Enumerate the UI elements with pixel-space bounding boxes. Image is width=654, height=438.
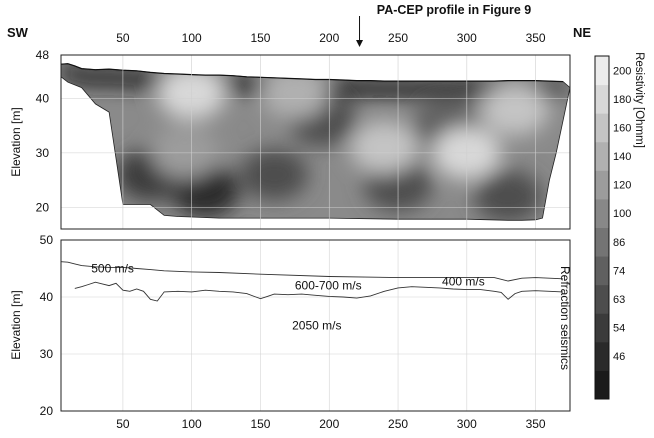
colorbar-cell (595, 313, 609, 343)
colorbar-label: Resistivity [Ohmm] (633, 52, 645, 148)
section-y-tick-label: 40 (36, 92, 50, 106)
section-y-tick-label: 20 (36, 200, 50, 214)
section-x-tick-label: 250 (388, 31, 408, 45)
refraction-seismics-label: Refraction seismics (558, 266, 572, 370)
profile-marker-arrowhead (356, 40, 364, 47)
colorbar-tick-label: 160 (613, 122, 631, 134)
velocity-annotation: 2050 m/s (292, 318, 341, 332)
colorbar-tick-label: 120 (613, 180, 631, 192)
refraction-y-tick-label: 40 (40, 290, 54, 304)
colorbar-tick-label: 86 (613, 237, 625, 249)
colorbar-cell (595, 284, 609, 314)
colorbar-tick-label: 100 (613, 208, 631, 220)
section-y-axis-label: Elevation [m] (9, 107, 23, 176)
resistivity-colorbar: 46 54 63 74 86 100 120 140 160 180 200 Resistivity… (594, 52, 645, 400)
resistivity-anomaly (480, 83, 549, 136)
refraction-y-axis-label: Elevation [m] (9, 290, 23, 359)
refraction-layer-boundary-1 (60, 261, 564, 282)
section-x-tick-label: 350 (526, 31, 546, 45)
colorbar-cell (595, 341, 609, 371)
section-x-tick-label: 50 (116, 31, 130, 45)
colorbar-tick-label: 74 (613, 265, 625, 277)
refraction-x-tick-label: 100 (182, 417, 202, 431)
refraction-frame (60, 239, 571, 412)
section-x-tick-label: 300 (457, 31, 477, 45)
colorbar-tick-label: 140 (613, 151, 631, 163)
topography-line (60, 63, 564, 83)
refraction-y-tick-label: 30 (40, 347, 54, 361)
refraction-x-tick-label: 150 (250, 417, 270, 431)
colorbar-tick-label: 180 (613, 94, 631, 106)
refraction-x-tick-label: 50 (116, 417, 130, 431)
refraction-x-tick-label: 350 (526, 417, 546, 431)
section-y-tick-label: 48 (36, 48, 50, 62)
section-frame (60, 54, 571, 230)
refraction-x-tick-label: 200 (319, 417, 339, 431)
colorbar-cell (595, 113, 609, 143)
colorbar-tick-label: 54 (613, 323, 625, 335)
colorbar-frame (594, 55, 610, 400)
colorbar-tick-label: 46 (613, 351, 625, 363)
colorbar-cell (595, 227, 609, 257)
refraction-x-tick-label: 300 (457, 417, 477, 431)
resistivity-anomaly (260, 67, 329, 120)
section-x-tick-label: 150 (250, 31, 270, 45)
direction-label-ne: NE (573, 25, 591, 40)
section-y-tick-label: 30 (36, 146, 50, 160)
colorbar-cell (595, 141, 609, 171)
colorbar-cell (595, 84, 609, 114)
resistivity-anomaly (240, 148, 309, 201)
resistivity-section-plot: 50 100 150 200 250 300 350 20 30 40 48 Elevation … (9, 31, 571, 230)
colorbar-cell (595, 370, 609, 400)
direction-label-sw: SW (7, 25, 29, 40)
colorbar-tick-label: 200 (613, 65, 631, 77)
velocity-annotation: 600-700 m/s (295, 279, 362, 293)
velocity-annotation: 500 m/s (91, 261, 134, 275)
colorbar-cell (595, 170, 609, 200)
refraction-seismics-plot: 500 m/s 600-700 m/s 400 m/s 2050 m/s 50 100 1… (9, 233, 572, 431)
refraction-layer-boundary-2 (74, 281, 564, 302)
colorbar-cell (595, 198, 609, 228)
resistivity-anomaly (474, 170, 543, 221)
colorbar-cell (595, 256, 609, 286)
colorbar-tick-label: 63 (613, 294, 625, 306)
profile-annotation-label: PA-CEP profile in Figure 9 (377, 3, 531, 17)
refraction-x-tick-label: 250 (388, 417, 408, 431)
section-x-tick-label: 100 (182, 31, 202, 45)
resistivity-anomaly (350, 121, 419, 174)
refraction-plot-area (61, 240, 570, 411)
refraction-y-tick-label: 50 (40, 233, 54, 247)
section-x-tick-label: 200 (319, 31, 339, 45)
velocity-annotation: 400 m/s (442, 275, 485, 289)
colorbar-cell (595, 56, 609, 86)
refraction-y-tick-label: 20 (40, 404, 54, 418)
